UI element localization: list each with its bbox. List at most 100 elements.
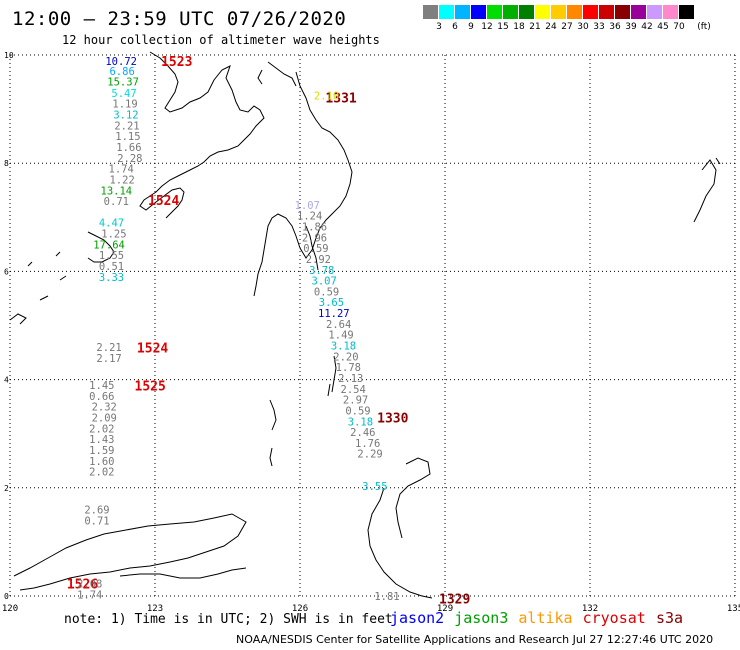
wave-height-label: 3.07 xyxy=(312,276,337,288)
zamboanga-coast xyxy=(87,231,115,263)
wave-height-label: 1.49 xyxy=(328,330,353,342)
lat-tick-label: 0 xyxy=(4,592,9,601)
wave-height-label: 1.19 xyxy=(112,99,137,111)
sulu-dots xyxy=(9,251,67,325)
wave-height-label: 10.72 xyxy=(105,56,137,68)
lon-tick-label: 129 xyxy=(437,604,453,614)
wave-height-label: 2.28 xyxy=(117,153,142,165)
map-grid xyxy=(9,54,736,597)
wave-height-label: 3.55 xyxy=(362,481,387,493)
lat-tick-label: 2 xyxy=(4,484,9,493)
wave-height-label: 2.17 xyxy=(96,353,121,365)
lon-tick-label: 123 xyxy=(147,604,163,614)
legend-swatch xyxy=(647,5,663,19)
legend-tick-label: 3 xyxy=(436,22,442,32)
satellite-label-s3a: s3a xyxy=(656,609,684,627)
wave-height-label: 1.78 xyxy=(336,362,361,374)
legend-swatch xyxy=(439,5,455,19)
wave-height-label: 1.66 xyxy=(116,142,141,154)
talaud xyxy=(269,399,277,467)
legend-tick-label: 30 xyxy=(577,22,589,32)
wave-height-label: 1.43 xyxy=(89,434,114,446)
wave-height-label: 2.20 xyxy=(333,351,358,363)
lat-tick-label: 4 xyxy=(4,376,9,385)
wave-height-label: 3.18 xyxy=(331,341,356,353)
legend-swatch xyxy=(487,5,503,19)
wave-height-points: 10.726.8615.375.471.193.122.211.151.662.… xyxy=(77,56,400,603)
legend-tick-label: 18 xyxy=(513,22,525,32)
wave-height-label: 2.29 xyxy=(357,449,382,461)
wave-height-label: 2.21 xyxy=(96,342,121,354)
lat-tick-label: 6 xyxy=(4,267,9,276)
wave-height-label: 2.46 xyxy=(350,427,375,439)
legend-swatch xyxy=(631,5,647,19)
sulawesi-south xyxy=(119,567,247,579)
wave-height-label: 1.45 xyxy=(89,380,114,392)
axis-labels: 120 123 126 129 132 135 10 8 6 4 2 0 xyxy=(2,51,740,614)
wave-height-label: 0.71 xyxy=(84,515,109,527)
legend-swatch xyxy=(663,5,679,19)
legend-swatch xyxy=(599,5,615,19)
wave-height-label: 1.25 xyxy=(101,229,126,241)
wave-height-label: 2.02 xyxy=(89,423,114,435)
legend-tick-label: 33 xyxy=(593,22,605,32)
wave-height-label: 1.59 xyxy=(89,445,114,457)
sulawesi xyxy=(13,513,247,591)
pass-label: 1331 xyxy=(325,92,356,107)
legend-tick-label: 42 xyxy=(641,22,653,32)
wave-height-label: 2.02 xyxy=(89,467,114,479)
legend-swatch xyxy=(423,5,439,19)
pass-label: 1523 xyxy=(161,55,192,70)
legend-tick-label: (ft) xyxy=(697,22,711,32)
satellite-label-jason3: jason3 xyxy=(454,609,509,627)
pass-label: 1329 xyxy=(439,593,470,608)
wave-height-label: 1.60 xyxy=(89,456,114,468)
wave-height-label: 17.64 xyxy=(93,239,125,251)
wave-height-label: 3.78 xyxy=(309,265,334,277)
wave-height-label: 2.54 xyxy=(341,384,366,396)
legend-tick-label: 9 xyxy=(468,22,474,32)
wave-height-label: 1.22 xyxy=(109,174,134,186)
east-islands xyxy=(693,157,721,223)
wave-height-label: 0.59 xyxy=(345,405,370,417)
wave-height-label: 0.59 xyxy=(303,243,328,255)
lat-tick-label: 8 xyxy=(4,159,9,168)
wave-height-label: 0.59 xyxy=(314,286,339,298)
legend-tick-label: 21 xyxy=(529,22,541,32)
wave-height-label: 4.47 xyxy=(99,218,124,230)
sangihe xyxy=(327,355,337,397)
wave-height-label: 1.07 xyxy=(295,200,320,212)
wave-height-label: 1.74 xyxy=(109,164,134,176)
map-title: 12:00 – 23:59 UTC 07/26/2020 xyxy=(12,8,347,30)
lon-tick-label: 120 xyxy=(2,604,18,614)
davao-coast xyxy=(305,225,319,271)
pass-label: 1524 xyxy=(137,342,168,357)
satellite-pass-labels: 1523 1331 1524 1524 1525 1330 1526 1329 xyxy=(67,55,470,608)
legend-tick-label: 39 xyxy=(625,22,637,32)
wave-height-label: 5.47 xyxy=(111,88,136,100)
wave-height-label: 0.66 xyxy=(89,391,114,403)
north-islands xyxy=(257,61,297,87)
legend-swatch xyxy=(679,5,695,19)
wave-height-label: 1.81 xyxy=(374,591,399,603)
wave-height-label: 2.92 xyxy=(306,254,331,266)
legend-tick-label: 6 xyxy=(452,22,458,32)
legend-swatch xyxy=(455,5,471,19)
wave-height-label: 2.97 xyxy=(343,395,368,407)
coastline xyxy=(9,51,721,599)
wave-height-label: 15.37 xyxy=(107,77,139,89)
legend-tick-label: 24 xyxy=(545,22,557,32)
wave-height-label: 1.15 xyxy=(115,131,140,143)
wave-height-label: 11.27 xyxy=(318,308,350,320)
pass-label: 1330 xyxy=(377,411,408,426)
lat-tick-label: 10 xyxy=(4,51,14,60)
lon-tick-label: 135 xyxy=(727,604,740,614)
legend-swatch xyxy=(615,5,631,19)
pass-label: 1524 xyxy=(148,194,179,209)
luzon-coast xyxy=(139,51,265,219)
wave-height-label: 2.21 xyxy=(114,120,139,132)
wave-height-label: 1.55 xyxy=(99,250,124,262)
footnote: note: 1) Time is in UTC; 2) SWH is in fe… xyxy=(64,612,393,627)
pass-label: 1526 xyxy=(67,578,98,593)
